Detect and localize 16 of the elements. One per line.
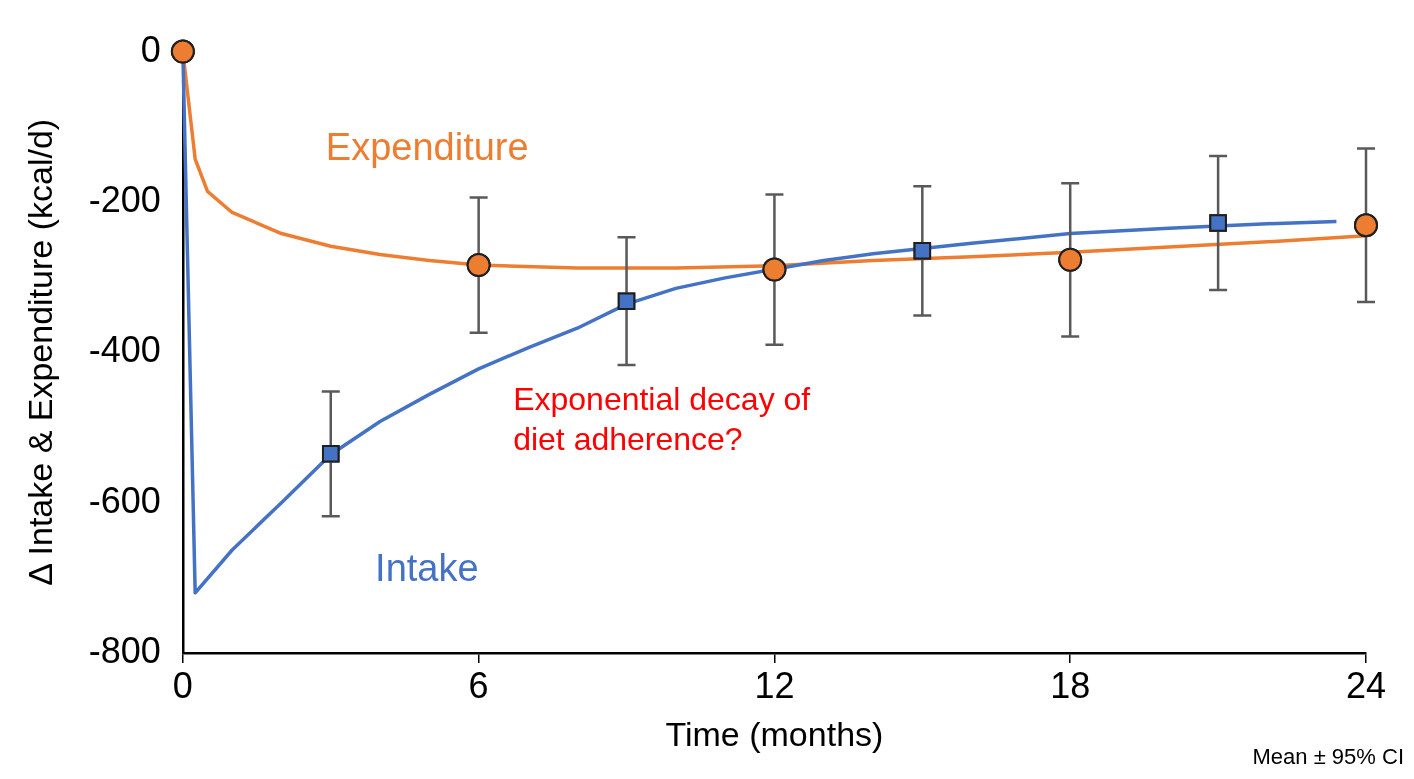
y-tick-label: -600 [88,479,161,521]
series-label: Expenditure [325,125,529,168]
x-tick-label: 6 [468,664,489,706]
y-tick-label: -400 [88,329,161,371]
y-tick-label: -200 [88,178,161,220]
annotation: Exponential decay of diet adherence? [513,380,811,457]
y-axis-title: Δ Intake & Expenditure (kcal/d) [20,118,59,586]
x-tick-label: 18 [1050,664,1091,706]
text: Intake [375,546,479,589]
x-tick-label: 12 [754,664,795,706]
x-tick-label: 24 [1345,664,1387,706]
y-tick-label: 0 [140,28,161,70]
y-tick-label: -800 [88,629,161,671]
x-tick-label: 0 [172,664,193,706]
text: Mean ± 95% CI [1252,744,1404,770]
x-axis-title: Time (months) [665,714,884,753]
